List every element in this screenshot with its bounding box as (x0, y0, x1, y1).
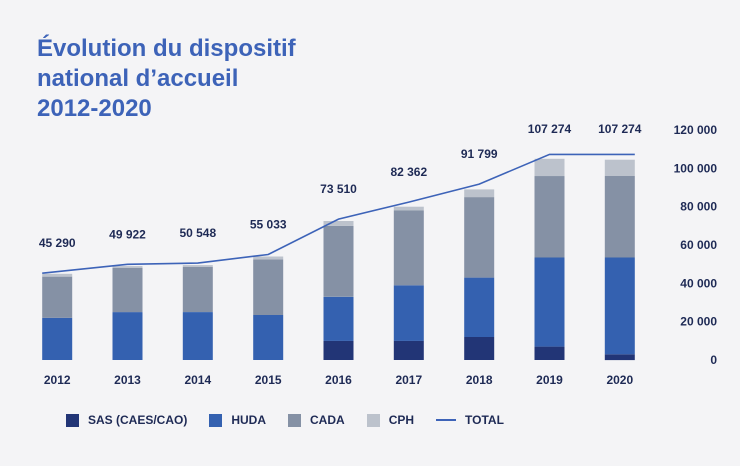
legend-item-cada: CADA (288, 413, 345, 427)
bar-segment-2016-2 (323, 225, 354, 297)
legend-swatch-total (436, 419, 457, 421)
bar-segment-2013-1 (112, 312, 143, 360)
bar-segment-2013-3 (112, 266, 143, 268)
bar-segment-2018-3 (464, 189, 495, 198)
chart-title: Évolution du dispositif national d’accue… (37, 34, 457, 124)
legend-item-total: TOTAL (436, 413, 504, 427)
bar-segment-2012-3 (42, 273, 73, 277)
x-tick-label-2012: 2012 (44, 373, 71, 387)
total-label-2014: 50 548 (179, 226, 216, 240)
bar-segment-2020-2 (604, 176, 635, 258)
legend: SAS (CAES/CAO) HUDA CADA CPH TOTAL (66, 410, 504, 430)
legend-label-sas: SAS (CAES/CAO) (88, 413, 188, 427)
bar-segment-2012-1 (42, 317, 73, 360)
bar-segment-2019-0 (534, 346, 565, 360)
bar-segment-2018-0 (464, 337, 495, 360)
bar-segment-2014-3 (182, 265, 213, 267)
bar-segment-2016-3 (323, 221, 354, 226)
y-tick-label-60000: 60 000 (680, 238, 717, 252)
x-tick-label-2014: 2014 (184, 373, 211, 387)
legend-swatch-cph (366, 413, 380, 427)
legend-item-huda: HUDA (209, 413, 266, 427)
bar-segment-2017-3 (393, 206, 424, 211)
x-tick-label-2018: 2018 (466, 373, 493, 387)
total-label-2012: 45 290 (39, 236, 76, 250)
total-label-2018: 91 799 (461, 147, 498, 161)
x-tick-label-2016: 2016 (325, 373, 352, 387)
bar-segment-2017-0 (393, 340, 424, 360)
title-line-3: 2012-2020 (37, 95, 152, 122)
y-tick-label-100000: 100 000 (674, 161, 718, 175)
total-label-2016: 73 510 (320, 182, 357, 196)
legend-item-sas: SAS (CAES/CAO) (66, 413, 187, 427)
legend-label-huda: HUDA (231, 413, 267, 427)
bar-segment-2018-2 (464, 197, 495, 278)
legend-label-total: TOTAL (465, 413, 504, 427)
x-tick-label-2013: 2013 (114, 373, 141, 387)
legend-label-cph: CPH (388, 413, 415, 427)
bar-segment-2016-1 (323, 296, 354, 341)
title-line-2: national d’accueil (37, 65, 239, 92)
bar-segment-2014-2 (182, 267, 213, 312)
y-tick-label-120000: 120 000 (674, 123, 718, 137)
legend-label-cada: CADA (310, 413, 345, 427)
bar-segment-2017-2 (393, 210, 424, 286)
bar-segment-2014-1 (182, 312, 213, 360)
bar-segment-2017-1 (393, 285, 424, 341)
y-tick-label-0: 0 (710, 353, 717, 367)
bar-segment-2019-1 (534, 257, 565, 347)
title-line-1: Évolution du dispositif (37, 35, 296, 62)
legend-item-cph: CPH (366, 413, 415, 427)
y-tick-label-40000: 40 000 (680, 276, 717, 290)
total-line (42, 153, 635, 274)
total-label-2013: 49 922 (109, 227, 146, 241)
x-tick-label-2020: 2020 (606, 373, 633, 387)
y-tick-label-20000: 20 000 (680, 315, 717, 329)
x-tick-label-2015: 2015 (255, 373, 282, 387)
bar-segment-2020-3 (604, 159, 635, 176)
y-tick-label-80000: 80 000 (680, 200, 717, 214)
total-label-2017: 82 362 (390, 165, 427, 179)
bar-segment-2016-0 (323, 340, 354, 360)
bar-segment-2015-2 (253, 259, 284, 315)
legend-swatch-cada (288, 413, 302, 427)
bar-segment-2019-2 (534, 176, 565, 258)
x-tick-label-2017: 2017 (395, 373, 422, 387)
bar-segment-2012-2 (42, 276, 73, 318)
legend-swatch-sas (66, 413, 79, 427)
bar-segment-2018-1 (464, 277, 495, 337)
bar-segment-2020-1 (604, 257, 635, 355)
legend-swatch-huda (209, 413, 223, 427)
bar-segment-2013-2 (112, 268, 143, 313)
total-label-2019: 107 274 (528, 122, 572, 136)
x-tick-label-2019: 2019 (536, 373, 563, 387)
total-label-2020: 107 274 (598, 122, 642, 136)
bar-segment-2015-1 (253, 315, 284, 360)
bar-segment-2019-3 (534, 158, 565, 177)
bar-segment-2015-3 (253, 256, 284, 260)
total-label-2015: 55 033 (250, 218, 287, 232)
bar-segment-2020-0 (604, 354, 635, 361)
